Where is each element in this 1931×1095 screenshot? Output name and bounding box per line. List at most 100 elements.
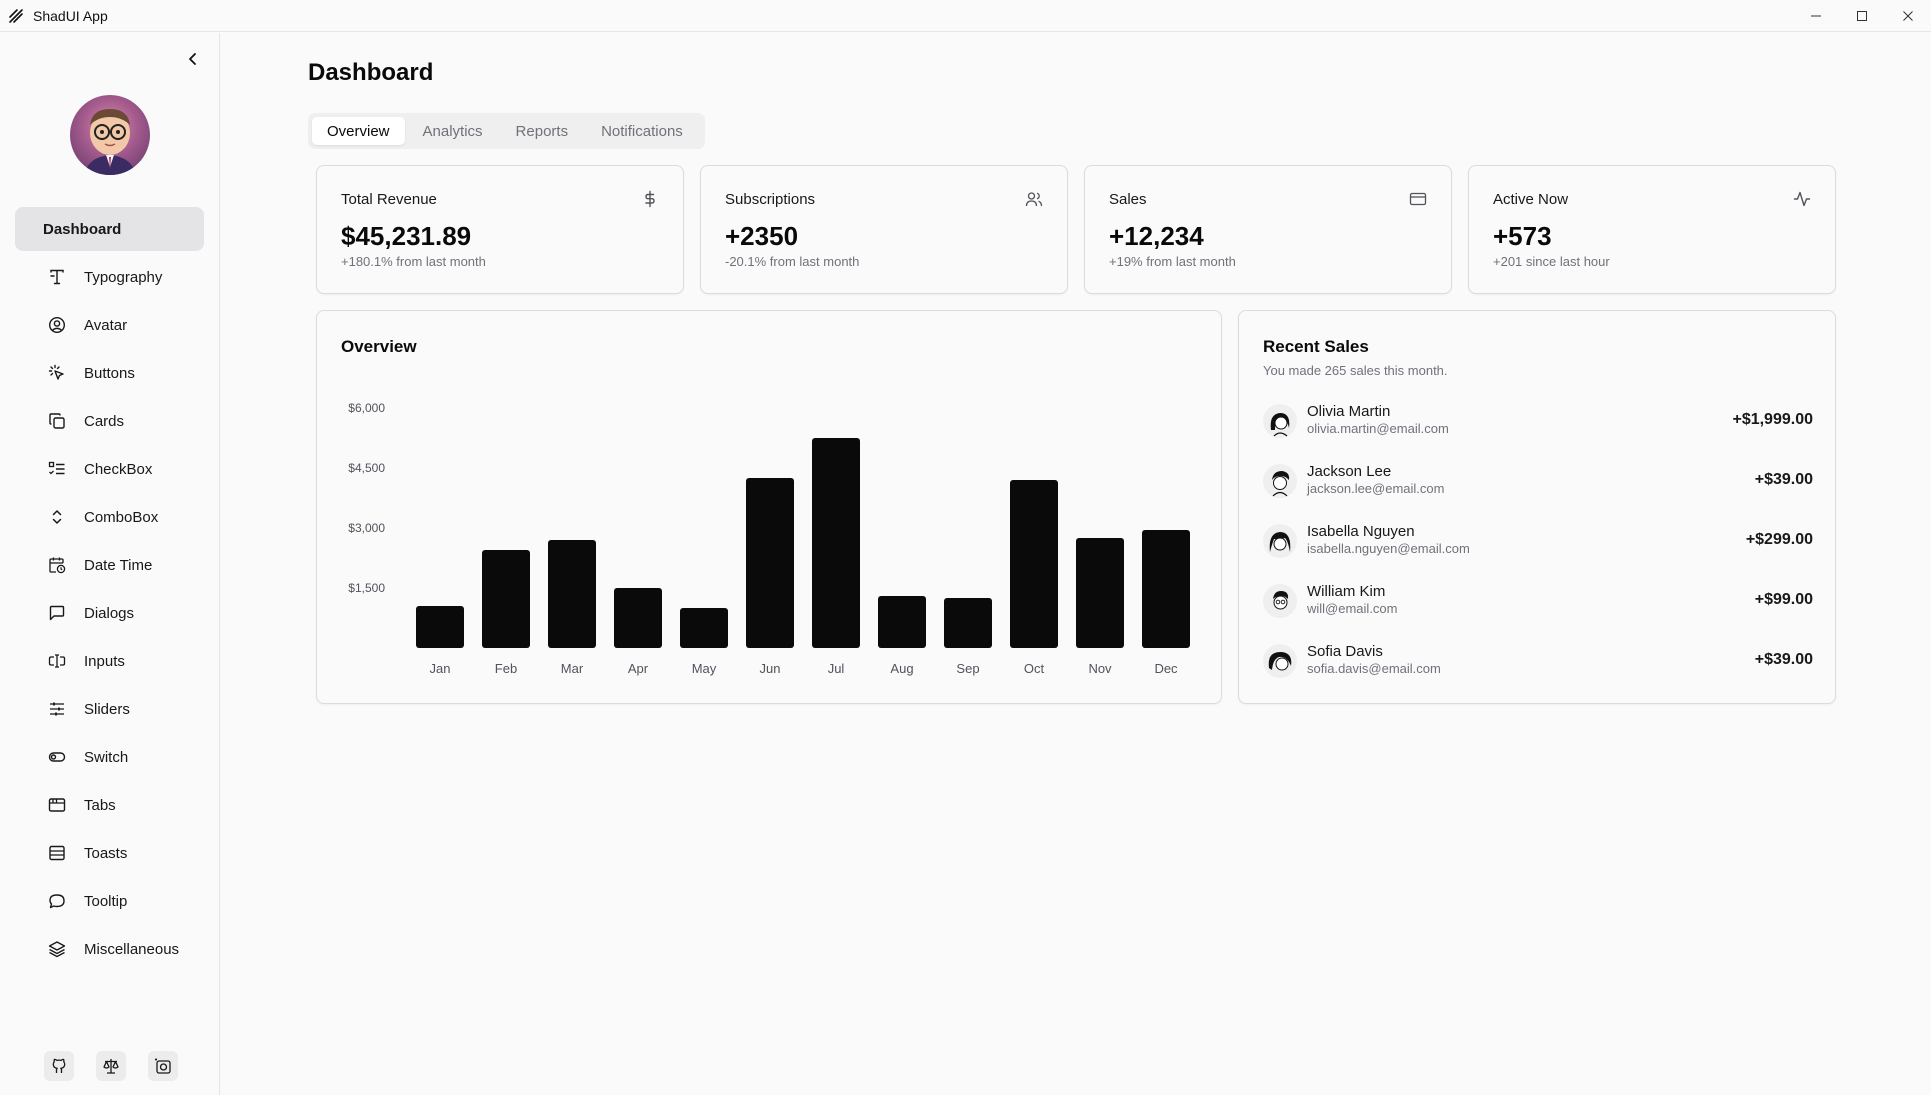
stat-card-sales: Sales +12,234 +19% from last month xyxy=(1084,165,1452,294)
message-square-icon xyxy=(48,604,66,622)
sidebar-item-label: CheckBox xyxy=(84,460,153,478)
sidebar-nav: Dashboard Typography Avatar Buttons Card… xyxy=(15,207,204,975)
users-icon xyxy=(1025,192,1043,207)
sidebar-item-avatar[interactable]: Avatar xyxy=(15,303,204,347)
close-icon xyxy=(1903,11,1913,21)
sidebar-item-checkbox[interactable]: CheckBox xyxy=(15,447,204,491)
chart-bar[interactable] xyxy=(416,606,464,648)
avatar xyxy=(1263,524,1297,558)
x-tick-label: Sep xyxy=(956,661,979,676)
sidebar-item-date-time[interactable]: Date Time xyxy=(15,543,204,587)
license-button[interactable] xyxy=(96,1051,126,1081)
rows-icon xyxy=(48,844,66,862)
sidebar-item-label: Tooltip xyxy=(84,892,128,910)
stat-value: +2350 xyxy=(725,221,799,251)
list-item: William Kim will@email.com +$99.00 xyxy=(1263,581,1813,621)
sidebar-item-toasts[interactable]: Toasts xyxy=(15,831,204,875)
chart-bar[interactable] xyxy=(482,550,530,648)
sidebar-item-label: Avatar xyxy=(84,316,128,334)
recent-sales-subtitle: You made 265 sales this month. xyxy=(1263,363,1448,378)
recent-sales-title: Recent Sales xyxy=(1263,337,1369,356)
user-portrait-icon xyxy=(84,109,136,175)
x-tick-label: Jan xyxy=(430,661,451,676)
stat-note: +19% from last month xyxy=(1109,254,1236,269)
layers-icon xyxy=(48,940,66,958)
stat-label: Sales xyxy=(1109,191,1147,208)
sidebar-item-buttons[interactable]: Buttons xyxy=(15,351,204,395)
user-sketch-icon xyxy=(1268,652,1292,671)
sidebar-item-inputs[interactable]: Inputs xyxy=(15,639,204,683)
tab-overview[interactable]: Overview xyxy=(312,117,405,145)
title-bar: ShadUI App xyxy=(0,0,1931,32)
calendar-clock-icon xyxy=(48,556,66,574)
customer-name: William Kim xyxy=(1307,583,1386,600)
stat-value: +573 xyxy=(1493,221,1552,251)
chart-bar[interactable] xyxy=(1076,538,1124,648)
stat-label: Active Now xyxy=(1493,191,1569,208)
tab-list: Overview Analytics Reports Notifications xyxy=(308,113,705,149)
chart-title: Overview xyxy=(341,337,417,356)
y-tick-label: $4,500 xyxy=(348,461,385,475)
chart-bar[interactable] xyxy=(1142,530,1190,648)
y-tick-label: $1,500 xyxy=(348,581,385,595)
tab-notifications[interactable]: Notifications xyxy=(601,122,683,140)
customer-name: Isabella Nguyen xyxy=(1307,523,1415,540)
chart-bar[interactable] xyxy=(548,540,596,648)
avatar-icon xyxy=(48,316,66,334)
sidebar-item-dashboard[interactable]: Dashboard xyxy=(15,207,204,251)
theme-icon xyxy=(155,1058,171,1074)
sidebar-item-dialogs[interactable]: Dialogs xyxy=(15,591,204,635)
close-button[interactable] xyxy=(1885,0,1931,32)
stat-card-subscriptions: Subscriptions +2350 -20.1% from last mon… xyxy=(700,165,1068,294)
x-tick-label: Jun xyxy=(760,661,781,676)
typography-icon xyxy=(48,268,66,286)
sidebar-item-miscellaneous[interactable]: Miscellaneous xyxy=(15,927,204,971)
sidebar-item-tooltip[interactable]: Tooltip xyxy=(15,879,204,923)
chart-bar[interactable] xyxy=(812,438,860,648)
chart-bar[interactable] xyxy=(680,608,728,648)
stat-card-active-now: Active Now +573 +201 since last hour xyxy=(1468,165,1836,294)
sidebar: Dashboard Typography Avatar Buttons Card… xyxy=(0,33,220,1095)
tab-analytics[interactable]: Analytics xyxy=(422,122,483,140)
sidebar-item-label: Buttons xyxy=(84,364,135,382)
x-tick-label: Aug xyxy=(890,661,913,676)
sidebar-item-combobox[interactable]: ComboBox xyxy=(15,495,204,539)
chart-bar[interactable] xyxy=(944,598,992,648)
minimize-button[interactable] xyxy=(1793,0,1839,32)
sidebar-item-switch[interactable]: Switch xyxy=(15,735,204,779)
sidebar-item-sliders[interactable]: Sliders xyxy=(15,687,204,731)
message-circle-icon xyxy=(48,892,66,910)
window-title: ShadUI App xyxy=(33,7,108,24)
stat-label: Total Revenue xyxy=(341,191,437,208)
maximize-button[interactable] xyxy=(1839,0,1885,32)
sidebar-item-label: Typography xyxy=(84,268,163,286)
collapse-sidebar-button[interactable] xyxy=(182,48,204,70)
chart-bar[interactable] xyxy=(746,478,794,648)
x-tick-label: Mar xyxy=(561,661,584,676)
sidebar-item-cards[interactable]: Cards xyxy=(15,399,204,443)
tab-reports[interactable]: Reports xyxy=(515,122,569,140)
list-item: Olivia Martin olivia.martin@email.com +$… xyxy=(1263,401,1813,441)
customer-email: sofia.davis@email.com xyxy=(1307,661,1441,676)
github-button[interactable] xyxy=(44,1051,74,1081)
customer-name: Jackson Lee xyxy=(1307,463,1392,480)
chart-bar[interactable] xyxy=(1010,480,1058,648)
chevrons-up-down-icon xyxy=(48,508,66,526)
x-tick-label: Feb xyxy=(495,661,517,676)
y-tick-label: $6,000 xyxy=(348,401,385,415)
app-window-icon xyxy=(48,796,66,814)
customer-email: olivia.martin@email.com xyxy=(1307,421,1449,436)
chart-bar[interactable] xyxy=(614,588,662,648)
sidebar-item-label: Toasts xyxy=(84,844,128,862)
checklist-icon xyxy=(48,460,66,478)
chart-bar[interactable] xyxy=(878,596,926,648)
sidebar-footer xyxy=(44,1051,178,1081)
customer-email: jackson.lee@email.com xyxy=(1307,481,1445,496)
sidebar-item-tabs[interactable]: Tabs xyxy=(15,783,204,827)
minimize-icon xyxy=(1811,15,1821,17)
chevron-left-icon xyxy=(189,53,196,65)
sidebar-item-typography[interactable]: Typography xyxy=(15,255,204,299)
text-cursor-input-icon xyxy=(48,652,66,670)
sale-amount: +$99.00 xyxy=(1754,591,1813,608)
theme-toggle-button[interactable] xyxy=(148,1051,178,1081)
